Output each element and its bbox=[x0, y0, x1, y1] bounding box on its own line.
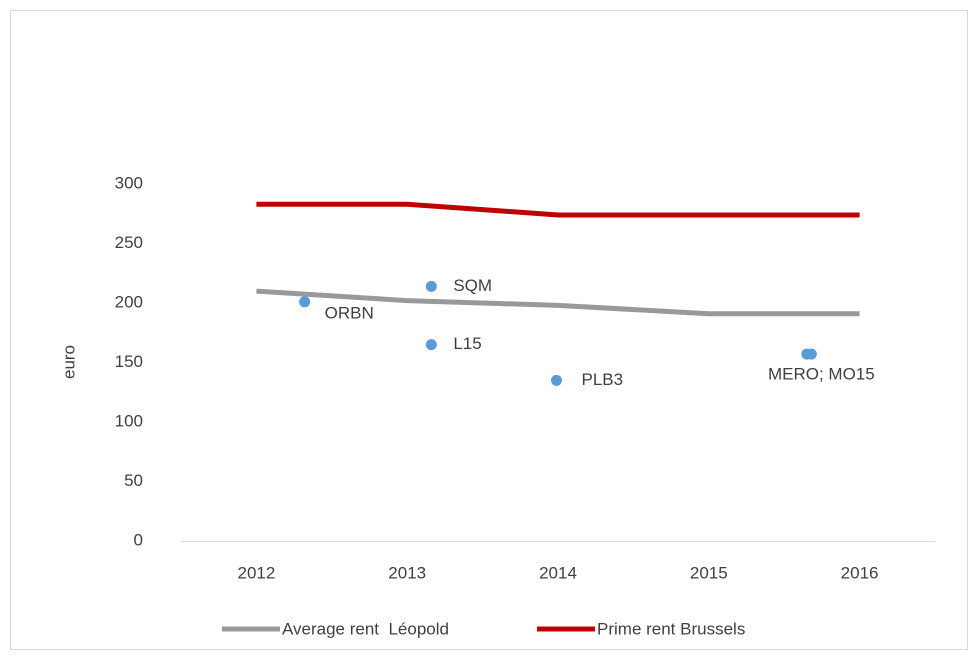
point-label: SQM bbox=[453, 276, 492, 295]
y-tick-label: 150 bbox=[115, 352, 143, 371]
x-tick-label: 2016 bbox=[841, 563, 879, 582]
point-label: MERO; MO15 bbox=[768, 365, 875, 384]
chart-border bbox=[10, 10, 968, 650]
legend-label: Prime rent Brussels bbox=[597, 619, 745, 638]
series-line bbox=[256, 288, 860, 317]
y-tick-label: 50 bbox=[124, 471, 143, 490]
legend-label: Average rent Léopold bbox=[282, 619, 449, 638]
scatter-point bbox=[805, 348, 817, 360]
y-axis-label: euro bbox=[59, 345, 78, 379]
y-tick-label: 0 bbox=[134, 530, 143, 549]
scatter-point bbox=[299, 296, 311, 308]
y-tick-label: 200 bbox=[115, 292, 143, 311]
x-tick-label: 2014 bbox=[539, 563, 577, 582]
scatter-point bbox=[425, 339, 437, 351]
scatter-point bbox=[550, 374, 562, 386]
y-tick-label: 300 bbox=[115, 173, 143, 192]
series-line bbox=[256, 201, 860, 218]
y-tick-label: 100 bbox=[115, 411, 143, 430]
point-label: ORBN bbox=[325, 303, 374, 322]
scatter-point bbox=[425, 280, 437, 292]
point-label: L15 bbox=[453, 334, 481, 353]
point-label: PLB3 bbox=[581, 370, 623, 389]
x-tick-label: 2012 bbox=[237, 563, 275, 582]
x-tick-label: 2013 bbox=[388, 563, 426, 582]
x-tick-label: 2015 bbox=[690, 563, 728, 582]
y-tick-label: 250 bbox=[115, 233, 143, 252]
